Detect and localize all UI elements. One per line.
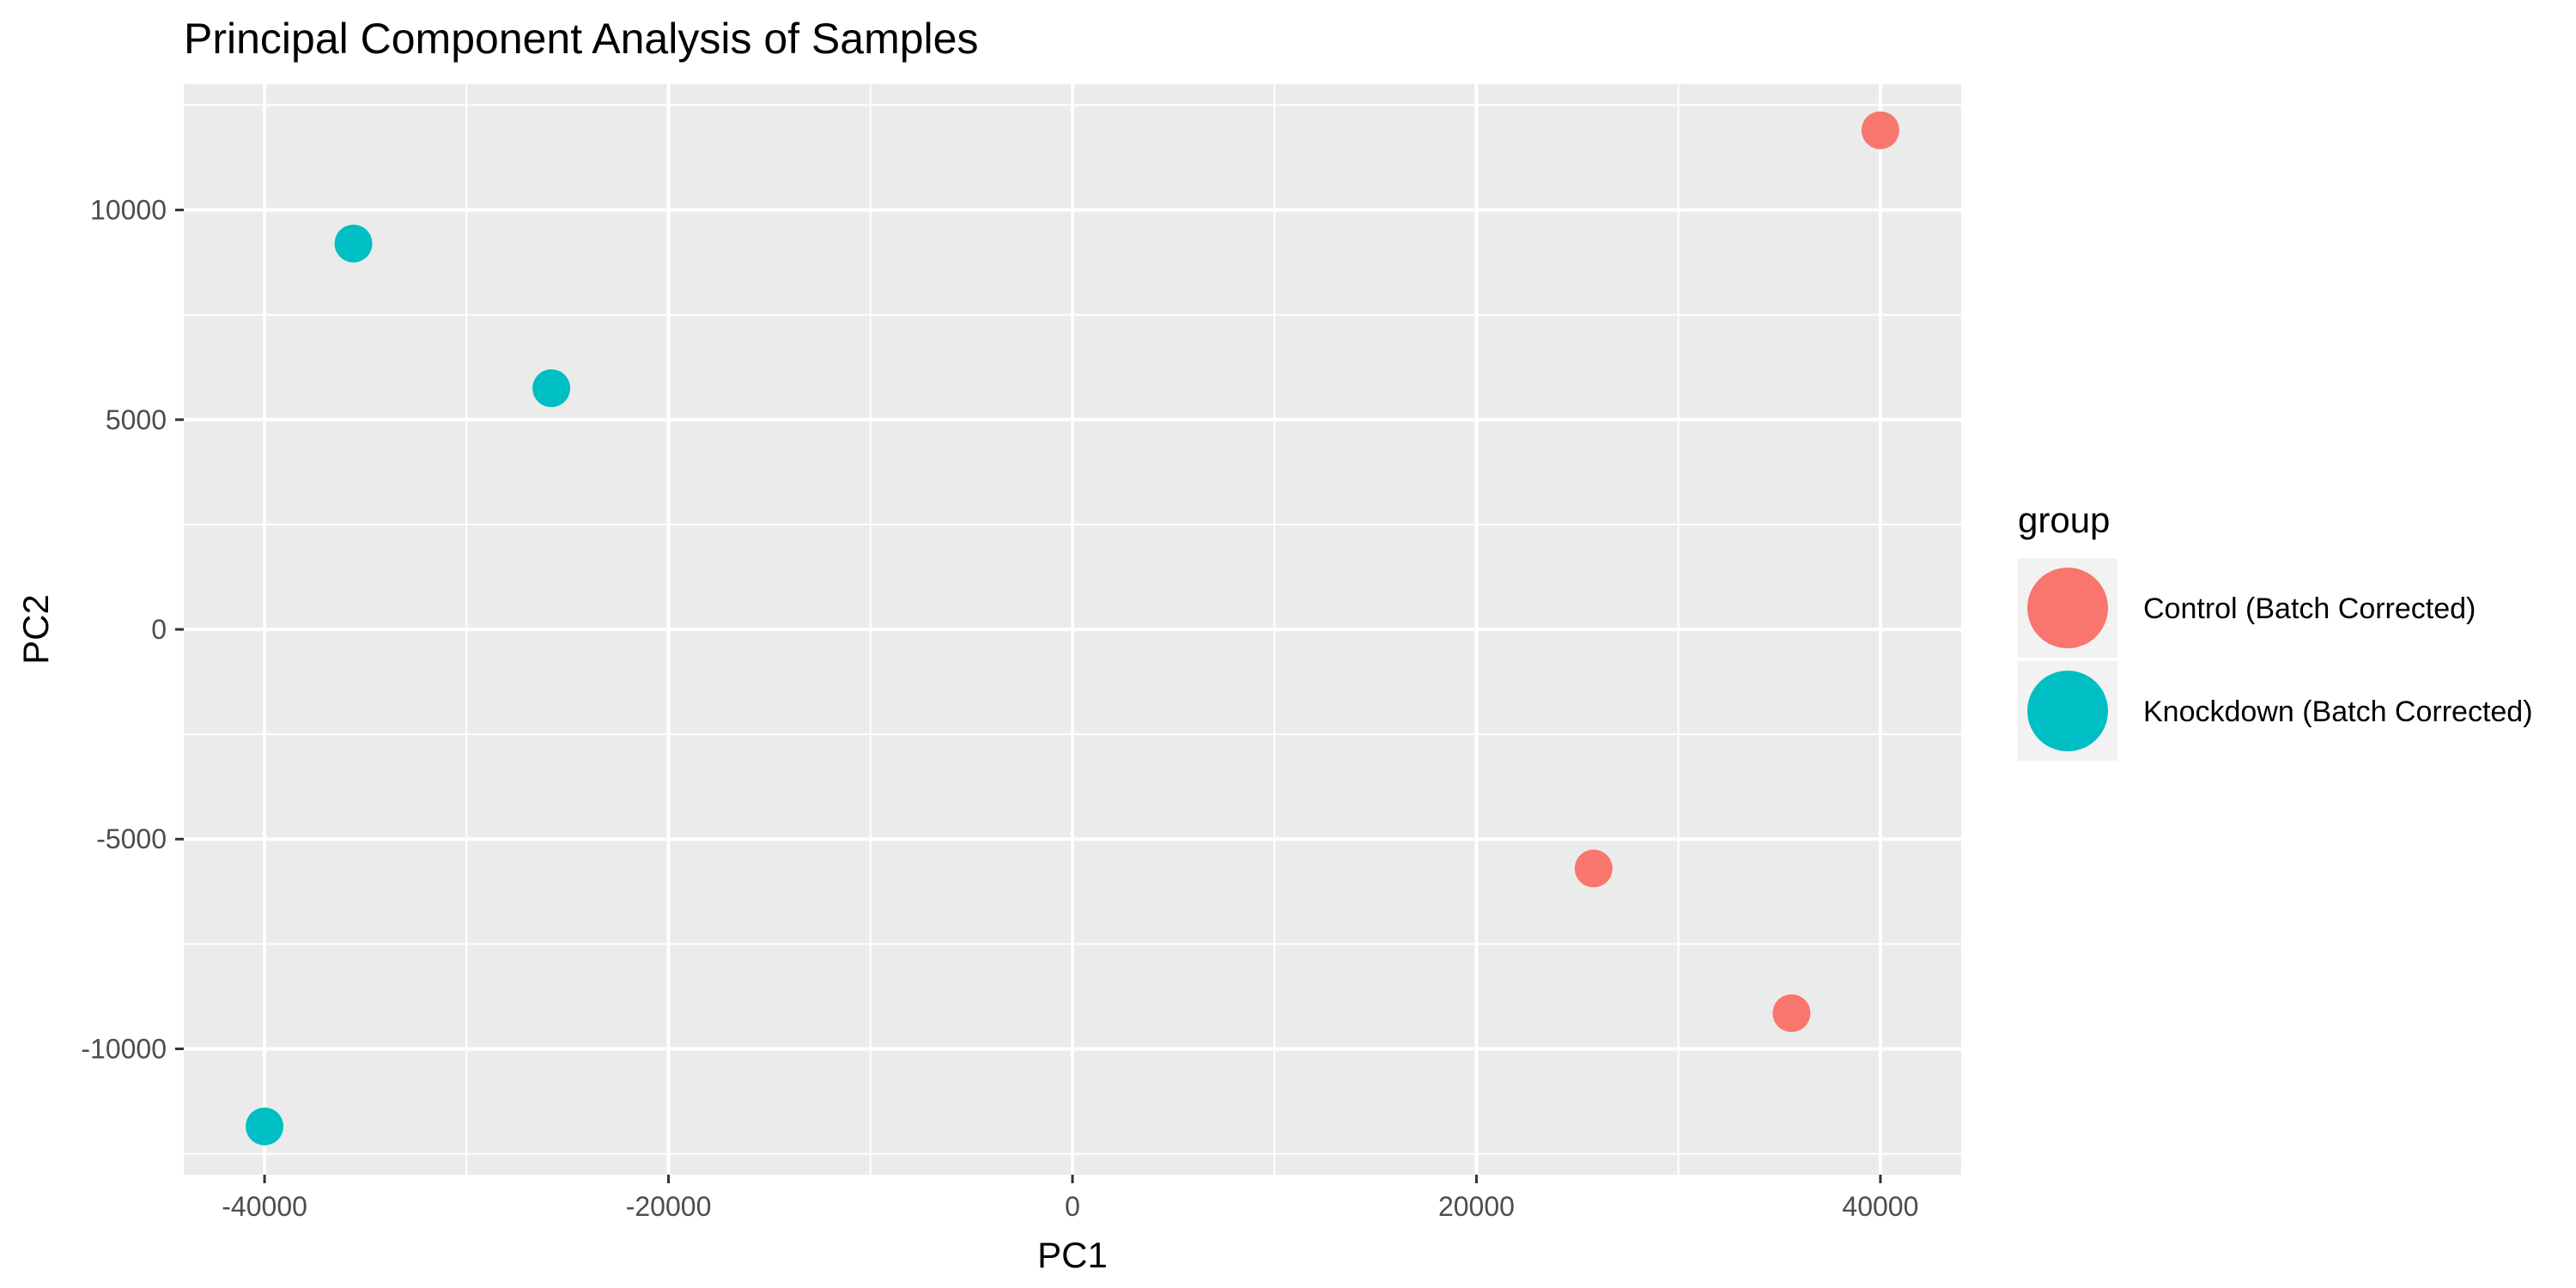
y-tick-label: 5000 [106,404,167,435]
axis-ticks [175,209,1882,1183]
knockdown-point [334,224,373,263]
knockdown-point [532,369,571,408]
data-points [246,111,1899,1145]
control-point [1861,111,1899,149]
x-tick-label: 20000 [1438,1191,1515,1222]
legend-item: Knockdown (Batch Corrected) [2018,661,2533,761]
legend-items: Control (Batch Corrected) Knockdown (Batc… [2018,558,2533,761]
legend-label: Knockdown (Batch Corrected) [2143,696,2533,728]
y-tick-label: -10000 [81,1033,167,1064]
y-axis-title: PC2 [15,594,56,665]
legend-title: group [2018,500,2110,540]
legend-label: Control (Batch Corrected) [2143,592,2476,625]
control-point [1574,849,1613,888]
grid-lines [184,84,1961,1175]
y-axis-tick-labels: -10000 -5000 0 5000 10000 [81,195,167,1065]
x-axis-tick-labels: -40000 -20000 0 20000 40000 [222,1191,1918,1222]
chart-title: Principal Component Analysis of Samples [184,15,978,63]
legend: group Control (Batch Corrected) Knockdown… [2018,500,2533,761]
x-tick-label: -40000 [222,1191,307,1222]
legend-key-dot [2027,568,2108,648]
legend-item: Control (Batch Corrected) [2018,558,2476,658]
y-tick-label: 10000 [90,195,167,226]
x-tick-label: -20000 [626,1191,712,1222]
x-tick-label: 40000 [1842,1191,1918,1222]
knockdown-point [246,1107,284,1145]
y-tick-label: 0 [151,614,167,645]
y-tick-label: -5000 [96,823,167,854]
legend-key-dot [2027,671,2108,751]
x-tick-label: 0 [1065,1191,1080,1222]
control-point [1772,993,1811,1032]
x-axis-title: PC1 [1037,1235,1108,1275]
